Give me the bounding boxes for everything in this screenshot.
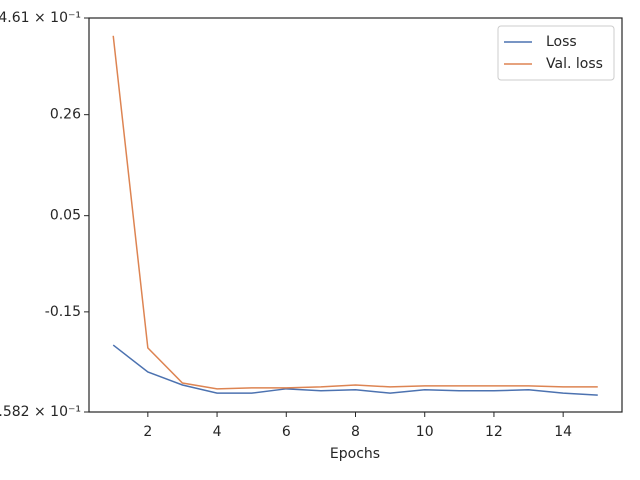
series-line <box>112 35 598 390</box>
legend-box <box>497 25 615 81</box>
legend-label: Val. loss <box>546 56 603 72</box>
legend-label: Loss <box>546 34 577 50</box>
y-tick-label: −3.582 × 10⁻¹ <box>0 404 81 420</box>
x-tick-label: 8 <box>351 424 360 440</box>
legend: Loss Val. loss <box>497 25 615 81</box>
x-tick-label: 12 <box>485 424 503 440</box>
y-tick-label: 4.61 × 10⁻¹ <box>0 10 81 26</box>
x-tick-label: 4 <box>213 424 222 440</box>
y-tick-label: 0.05 <box>50 208 81 224</box>
x-tick-label: 14 <box>554 424 572 440</box>
x-tick-label: 10 <box>416 424 434 440</box>
series-line <box>112 344 598 396</box>
x-tick-label: 6 <box>282 424 291 440</box>
x-axis-label: Epochs <box>330 446 380 462</box>
y-tick-label: 0.26 <box>50 107 81 123</box>
x-tick-label: 2 <box>143 424 152 440</box>
plot-frame <box>88 17 623 413</box>
y-tick-label: -0.15 <box>45 304 81 320</box>
